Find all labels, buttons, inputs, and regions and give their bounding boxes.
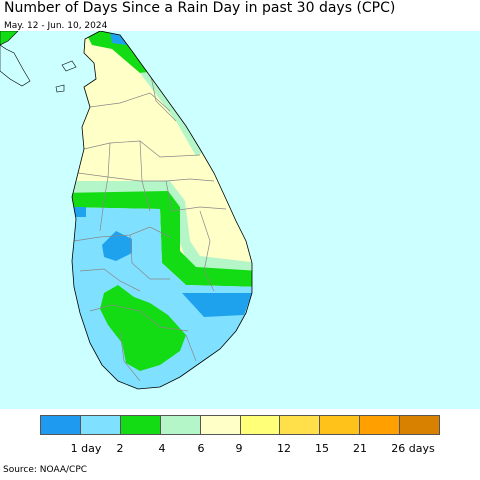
legend-label-1: 1 day [70, 442, 102, 455]
zone-4-days-band [72, 191, 252, 287]
zone-1-day-west [102, 231, 132, 261]
zone-1-day-east [182, 293, 252, 317]
legend-label-21: 21 [353, 442, 367, 455]
legend-label-2: 2 [116, 442, 124, 455]
legend-swatch-9 [399, 415, 441, 435]
north-islet [61, 60, 77, 72]
legend-swatch-5 [239, 415, 280, 435]
legend-swatch-0 [40, 415, 80, 435]
west-islet [55, 84, 65, 93]
legend-swatch-1 [79, 415, 120, 435]
zone-4-days-south [100, 285, 186, 371]
legend-label-15: 15 [315, 442, 329, 455]
legend-swatch-2 [119, 415, 160, 435]
legend-swatch-6 [279, 415, 320, 435]
legend: 1 day 2 4 6 9 12 15 21 26 days [40, 415, 441, 455]
legend-swatch-3 [159, 415, 200, 435]
legend-label-9: 9 [235, 442, 243, 455]
legend-label-6: 6 [197, 442, 205, 455]
legend-swatch-7 [319, 415, 360, 435]
map-area [0, 30, 480, 409]
legend-colorbar [40, 415, 441, 435]
legend-swatch-8 [359, 415, 400, 435]
india-coast [0, 30, 19, 46]
sea [0, 31, 480, 409]
district-borders [73, 70, 227, 382]
legend-labels: 1 day 2 4 6 9 12 15 21 26 days [40, 442, 440, 456]
legend-label-4: 4 [158, 442, 166, 455]
legend-label-26: 26 days [391, 442, 435, 455]
sri-lanka-map [0, 30, 480, 409]
zone-1-day-coast [72, 207, 86, 217]
source-credit: Source: NOAA/CPC [3, 465, 88, 475]
legend-swatch-4 [199, 415, 240, 435]
legend-label-12: 12 [277, 442, 291, 455]
date-range: May. 12 - Jun. 10, 2024 [4, 21, 108, 31]
map-title: Number of Days Since a Rain Day in past … [4, 0, 396, 16]
zone-6-days-east [140, 71, 206, 156]
india-outline [0, 44, 31, 87]
